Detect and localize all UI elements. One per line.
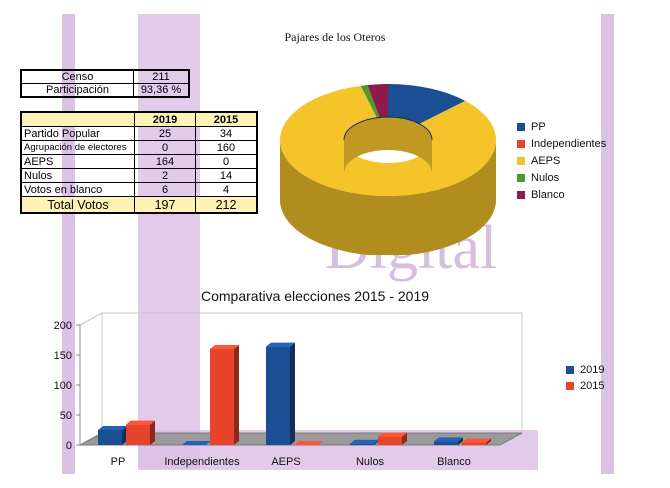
bar-2019-Blanco — [434, 437, 463, 445]
header-2015: 2015 — [195, 111, 258, 127]
summary-row-censo: Censo 211 — [20, 69, 190, 84]
censo-label: Censo — [20, 69, 134, 84]
x-tick-label: Independientes — [164, 456, 240, 468]
row-2019: 0 — [134, 140, 196, 155]
header-2019: 2019 — [134, 111, 196, 127]
donut-slice-PP — [388, 84, 466, 124]
donut-hole-edge — [343, 116, 433, 141]
y-tick-label: 100 — [54, 380, 72, 392]
summary-row-participacion: Participación 93,36 % — [20, 83, 190, 98]
bar-2015-Nulos — [378, 432, 407, 445]
donut-legend-item: PP — [517, 121, 606, 133]
summary-table: Censo 211 Participación 93,36 % — [20, 69, 190, 98]
donut-legend-item: AEPS — [517, 155, 606, 167]
bar-legend-item: 2019 — [566, 364, 604, 376]
donut-slice-AEPS — [280, 85, 496, 196]
watermark-bar-right — [601, 14, 614, 474]
table-row: AEPS 164 0 — [20, 154, 258, 169]
bar-2019-Nulos — [350, 439, 379, 445]
bar-2015-AEPS — [294, 441, 323, 445]
donut-side-AEPS — [280, 140, 496, 255]
table-row: Votos en blanco 6 4 — [20, 182, 258, 197]
legend-swatch — [566, 382, 574, 391]
row-2019: 6 — [134, 182, 196, 197]
legend-swatch — [517, 191, 525, 200]
donut-slice-Nulos — [360, 85, 380, 118]
bar-chart-title: Comparativa elecciones 2015 - 2019 — [200, 288, 430, 304]
total-label: Total Votos — [20, 196, 135, 214]
legend-swatch — [517, 174, 525, 183]
y-tick-label: 0 — [66, 440, 72, 452]
bar-2015-Independientes — [210, 345, 239, 445]
row-label: Nulos — [20, 168, 135, 183]
votes-header-row: 2019 2015 — [20, 111, 258, 127]
bar-2019-Independientes — [182, 441, 211, 445]
x-tick-label: AEPS — [271, 456, 300, 468]
header-blank — [20, 111, 135, 127]
x-tick-label: Blanco — [437, 456, 471, 468]
donut-legend-item: Blanco — [517, 189, 606, 201]
table-row: Agrupación de electores 0 160 — [20, 140, 258, 155]
legend-label: 2015 — [580, 380, 605, 392]
total-2015: 212 — [195, 196, 258, 214]
legend-swatch — [566, 366, 574, 375]
legend-label: AEPS — [531, 155, 561, 167]
legend-swatch — [517, 157, 525, 166]
row-label: Agrupación de electores — [20, 140, 135, 155]
y-tick-label: 200 — [54, 320, 72, 332]
row-2019: 2 — [134, 168, 196, 183]
page-title: Pajares de los Oteros — [284, 30, 386, 44]
participacion-label: Participación — [20, 83, 134, 98]
row-2019: 164 — [134, 154, 196, 169]
participacion-value: 93,36 % — [133, 83, 190, 98]
table-row: Partido Popular 25 34 — [20, 126, 258, 141]
donut-hole-wall — [344, 117, 432, 173]
x-tick-label: PP — [111, 456, 126, 468]
total-row: Total Votos 197 212 — [20, 196, 258, 214]
donut-legend-item: Independientes — [517, 138, 606, 150]
row-2015: 0 — [195, 154, 258, 169]
bar-back-wall — [101, 312, 523, 434]
row-2015: 160 — [195, 140, 258, 155]
bar-legend: 2019 2015 — [566, 364, 604, 396]
row-2019: 25 — [134, 126, 196, 141]
row-label: AEPS — [20, 154, 135, 169]
y-tick-label: 50 — [60, 410, 72, 422]
table-row: Nulos 2 14 — [20, 168, 258, 183]
row-2015: 4 — [195, 182, 258, 197]
row-label: Partido Popular — [20, 126, 135, 141]
donut-legend-item: Nulos — [517, 172, 606, 184]
bar-side-wall — [79, 312, 103, 446]
legend-label: 2019 — [580, 364, 605, 376]
x-tick-label: Nulos — [356, 456, 385, 468]
votes-table: 2019 2015 Partido Popular 25 34 Agrupaci… — [20, 111, 258, 214]
row-label: Votos en blanco — [20, 182, 135, 197]
bar-chart: 0 50 100 150 200 PP Independientes AEPS Nulos Bla… — [54, 312, 523, 468]
donut-legend: PP Independientes AEPS Nulos Blanco — [517, 121, 606, 206]
legend-label: Blanco — [531, 189, 565, 201]
legend-label: Nulos — [531, 172, 560, 184]
legend-label: Independientes — [531, 138, 607, 150]
y-tick-label: 150 — [54, 350, 72, 362]
row-2015: 34 — [195, 126, 258, 141]
bar-2019-AEPS — [266, 342, 295, 445]
donut-chart — [280, 84, 496, 255]
bar-2015-PP — [126, 420, 155, 445]
censo-value: 211 — [133, 69, 190, 84]
row-2015: 14 — [195, 168, 258, 183]
bar-2015-Blanco — [462, 438, 491, 445]
donut-slice-Blanco — [367, 84, 388, 118]
legend-swatch — [517, 123, 525, 132]
legend-label: PP — [531, 121, 546, 133]
bar-legend-item: 2015 — [566, 380, 604, 392]
total-2019: 197 — [134, 196, 196, 214]
bar-2019-PP — [98, 426, 127, 445]
legend-swatch — [517, 140, 525, 149]
